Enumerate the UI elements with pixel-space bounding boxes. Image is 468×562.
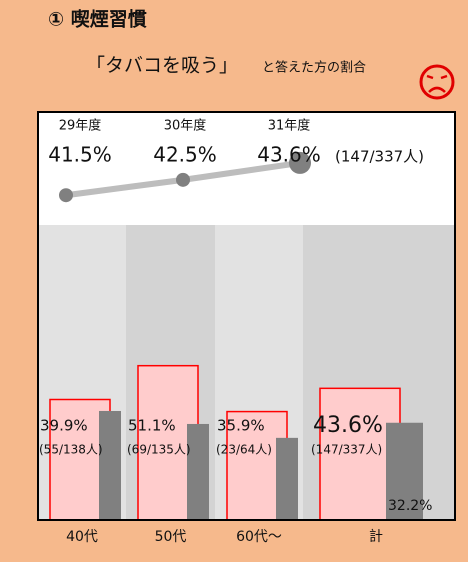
sad-face-icon: [419, 64, 455, 100]
category-label: 60代～: [236, 529, 282, 545]
bar: [386, 422, 423, 520]
value-label: 39.9%: [40, 417, 88, 435]
value-label: 35.9%: [217, 417, 265, 435]
count-label: (147/337人): [311, 443, 382, 457]
value-label: 51.1%: [128, 417, 176, 435]
value-label: 43.6%: [313, 413, 383, 438]
value-label: 43.6%: [257, 143, 321, 167]
year-label: 30年度: [164, 118, 207, 134]
count-label: (147/337人): [335, 148, 424, 166]
count-label: (55/138人): [39, 443, 103, 457]
category-label: 50代: [155, 529, 187, 545]
value-label: 41.5%: [48, 143, 112, 167]
count-label: (69/135人): [127, 443, 191, 457]
count-label: (23/64人): [216, 443, 272, 457]
category-label: 計: [369, 529, 383, 545]
year-label: 29年度: [59, 118, 102, 134]
title: ① 喫煙習慣: [48, 8, 147, 31]
subtitle-quote: 「タバコを吸う」: [86, 55, 238, 77]
value-label: 32.2%: [388, 498, 432, 514]
category-label: 40代: [66, 529, 98, 545]
trend-point: [289, 151, 311, 174]
bar: [187, 423, 209, 520]
value-label: 42.5%: [153, 143, 217, 167]
trend-point: [176, 172, 190, 187]
year-label: 31年度: [268, 118, 311, 134]
subtitle-rest: と答えた方の割合: [262, 60, 366, 76]
trend-point: [59, 188, 73, 203]
panel-frame: [37, 111, 456, 521]
bar: [276, 437, 298, 520]
bar: [99, 410, 121, 520]
